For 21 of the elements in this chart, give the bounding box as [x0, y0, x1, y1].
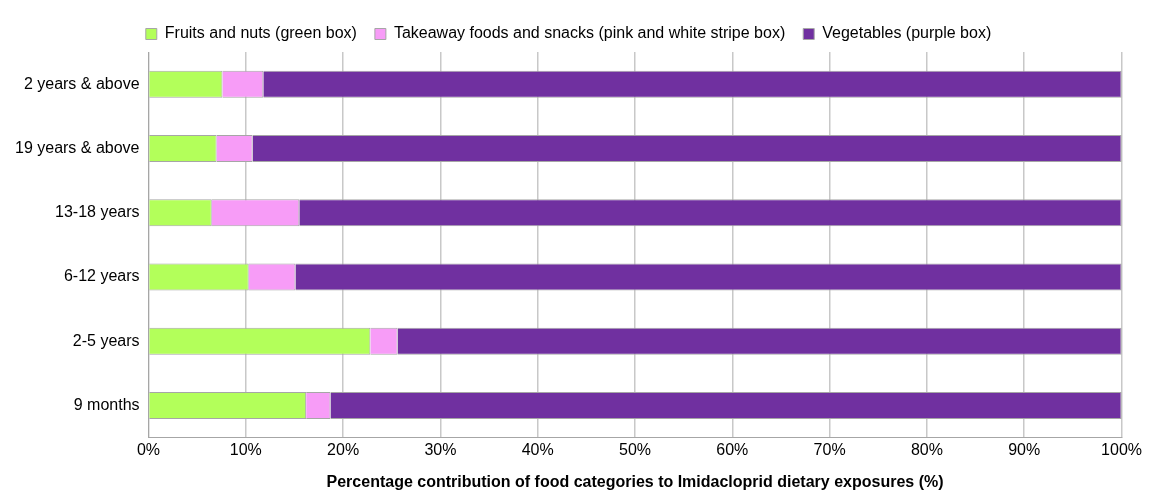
x-tick-label: 70% — [813, 440, 846, 458]
legend-label: Vegetables (purple box) — [822, 24, 992, 42]
x-tick-label: 20% — [327, 440, 360, 458]
x-tick-label: 30% — [424, 440, 457, 458]
y-tick-label: 2 years & above — [23, 74, 140, 92]
x-tick-label: 50% — [619, 440, 652, 458]
x-tick-label: 0% — [136, 440, 161, 458]
x-tick-label: 90% — [1008, 440, 1041, 458]
x-tick-label: 100% — [1101, 440, 1142, 458]
y-tick-label: 13-18 years — [55, 203, 140, 221]
y-tick-label: 2-5 years — [72, 331, 140, 349]
legend-label: Fruits and nuts (green box) — [164, 24, 357, 42]
x-tick-label: 10% — [229, 440, 262, 458]
x-tick-label: 40% — [521, 440, 554, 458]
y-tick-label: 9 months — [73, 395, 140, 413]
y-tick-label: 19 years & above — [14, 138, 140, 156]
x-axis-title: Percentage contribution of food categories to Imidacloprid dietary exposures (%) — [326, 472, 944, 490]
y-tick-label: 6-12 years — [63, 267, 140, 285]
x-tick-label: 80% — [910, 440, 943, 458]
legend-label: Takeaway foods and snacks (pink and white stripe box) — [393, 24, 786, 42]
x-tick-label: 60% — [716, 440, 749, 458]
